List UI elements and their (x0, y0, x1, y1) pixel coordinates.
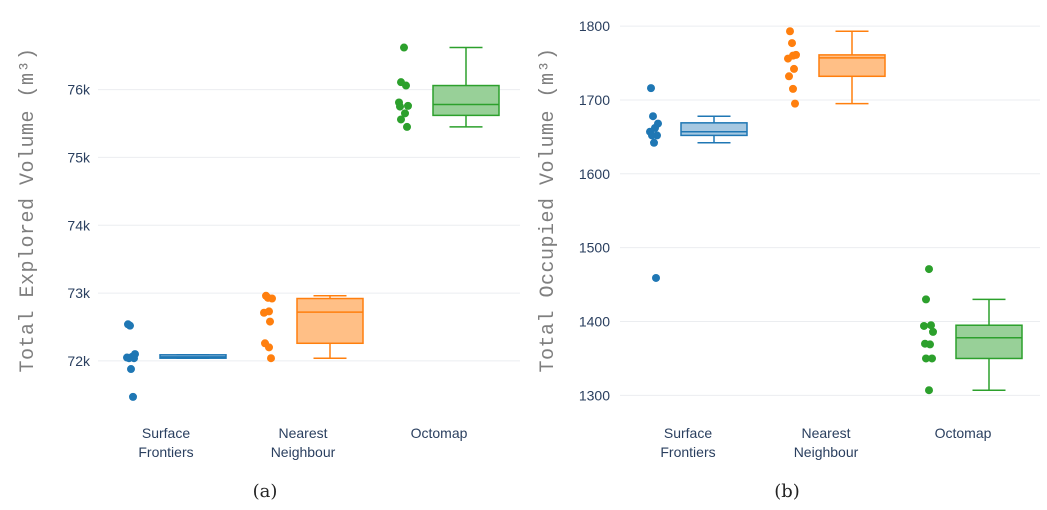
box (432, 84, 500, 117)
x-category-label-line: Nearest (801, 425, 850, 441)
data-point (649, 112, 657, 121)
x-category-label: Nearest Neighbour (794, 425, 859, 460)
data-point (266, 317, 274, 326)
box (680, 122, 748, 137)
panel-caption: (b) (774, 481, 800, 502)
series-2 (920, 265, 1023, 395)
y-tick-label: 72k (67, 353, 91, 369)
data-point (652, 273, 660, 282)
data-point (268, 294, 276, 303)
y-tick-label: 75k (67, 149, 91, 165)
x-category-label: Octomap (935, 425, 992, 441)
panel-b-occupied-volume: 1300 1400 1500 1600 1700 1800 Total Occupied V… (537, 18, 1040, 502)
data-point (397, 115, 405, 124)
data-point (267, 354, 275, 363)
series-0 (123, 320, 227, 401)
series-1 (784, 27, 886, 108)
x-category-label-line: Surface (664, 425, 712, 441)
data-point (927, 321, 935, 330)
data-point (648, 131, 656, 140)
data-point (401, 109, 409, 118)
y-tick-label: 1600 (579, 166, 610, 182)
data-point (402, 81, 410, 90)
data-point (785, 72, 793, 81)
data-point (790, 64, 798, 73)
data-point (404, 101, 412, 110)
data-point (922, 354, 930, 363)
x-category-label-line: Surface (142, 425, 190, 441)
data-point (260, 308, 268, 317)
x-category-label-line: Nearest (278, 425, 327, 441)
data-point (400, 43, 408, 52)
box (296, 297, 364, 345)
data-point (925, 265, 933, 274)
y-tick-label: 1400 (579, 314, 610, 330)
x-category-label-line: Octomap (411, 425, 468, 441)
data-point (920, 321, 928, 330)
data-point (791, 99, 799, 108)
series-1 (260, 291, 364, 363)
data-point (926, 340, 934, 349)
x-category-label: Surface Frontiers (660, 425, 715, 460)
y-tick-label: 1500 (579, 240, 610, 256)
y-tick-label: 1300 (579, 387, 610, 403)
data-point (403, 122, 411, 131)
data-point (396, 102, 404, 111)
y-axis-title: Total Occupied Volume (m³) (537, 47, 560, 372)
y-tick-label: 1700 (579, 92, 610, 108)
panel-a-explored-volume: 72k 73k 74k 75k 76k Total Explored Volume (m³… (17, 43, 520, 502)
x-category-label-line: Neighbour (271, 444, 336, 460)
x-category-label-line: Octomap (935, 425, 992, 441)
x-category-label: Surface Frontiers (138, 425, 193, 460)
y-axis-title: Total Explored Volume (m³) (17, 47, 40, 372)
data-point (788, 39, 796, 48)
data-point (125, 354, 133, 363)
x-category-label: Nearest Neighbour (271, 425, 336, 460)
x-category-label-line: Neighbour (794, 444, 859, 460)
data-point (127, 365, 135, 374)
data-point (929, 327, 937, 336)
data-point (922, 295, 930, 304)
y-tick-label: 73k (67, 285, 91, 301)
box (955, 324, 1023, 360)
panel-caption: (a) (253, 481, 278, 502)
data-point (129, 392, 137, 401)
data-point (650, 138, 658, 147)
y-tick-label: 76k (67, 82, 91, 98)
data-point (784, 54, 792, 63)
x-category-label-line: Frontiers (138, 444, 193, 460)
y-tick-label: 74k (67, 217, 91, 233)
box (818, 54, 886, 78)
data-point (789, 84, 797, 93)
y-tick-label: 1800 (579, 18, 610, 34)
x-category-label-line: Frontiers (660, 444, 715, 460)
data-point (126, 321, 134, 330)
data-point (928, 354, 936, 363)
data-point (925, 386, 933, 395)
data-point (647, 84, 655, 93)
data-point (786, 27, 794, 36)
series-2 (395, 43, 500, 131)
series-0 (646, 84, 748, 282)
x-category-label: Octomap (411, 425, 468, 441)
data-point (265, 343, 273, 352)
